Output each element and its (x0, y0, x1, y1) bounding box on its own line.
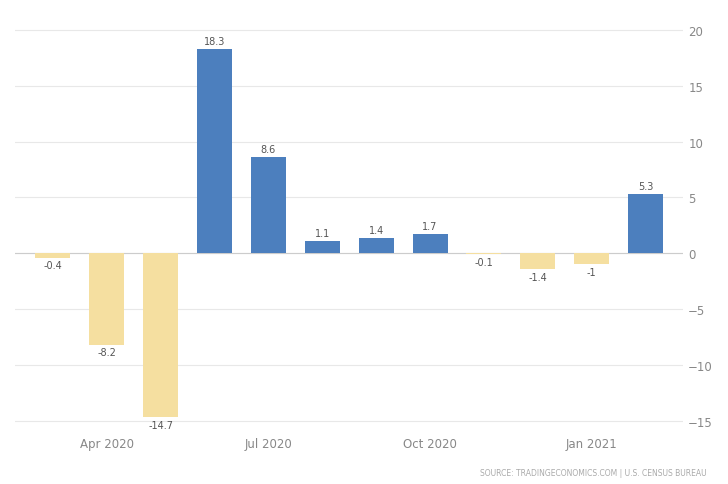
Text: 1.7: 1.7 (422, 222, 438, 232)
Bar (89, 254, 124, 345)
Bar (143, 254, 178, 417)
Bar (35, 254, 70, 258)
Bar (628, 195, 663, 254)
Text: -8.2: -8.2 (98, 348, 116, 358)
Text: 8.6: 8.6 (261, 145, 276, 155)
Bar (359, 238, 394, 254)
Bar (305, 242, 340, 254)
Text: -1.4: -1.4 (529, 272, 547, 282)
Text: 18.3: 18.3 (204, 37, 225, 47)
Text: -14.7: -14.7 (148, 420, 173, 430)
Bar (197, 50, 232, 254)
Text: 1.1: 1.1 (314, 228, 330, 239)
Bar (521, 254, 555, 269)
Bar (574, 254, 609, 265)
Text: -0.4: -0.4 (44, 261, 62, 271)
Text: SOURCE: TRADINGECONOMICS.COM | U.S. CENSUS BUREAU: SOURCE: TRADINGECONOMICS.COM | U.S. CENS… (480, 468, 706, 477)
Bar (413, 235, 448, 254)
Text: 1.4: 1.4 (368, 226, 384, 235)
Text: -1: -1 (587, 268, 596, 277)
Text: -0.1: -0.1 (475, 257, 494, 268)
Text: 5.3: 5.3 (638, 182, 653, 192)
Bar (251, 158, 286, 254)
Bar (467, 254, 502, 255)
